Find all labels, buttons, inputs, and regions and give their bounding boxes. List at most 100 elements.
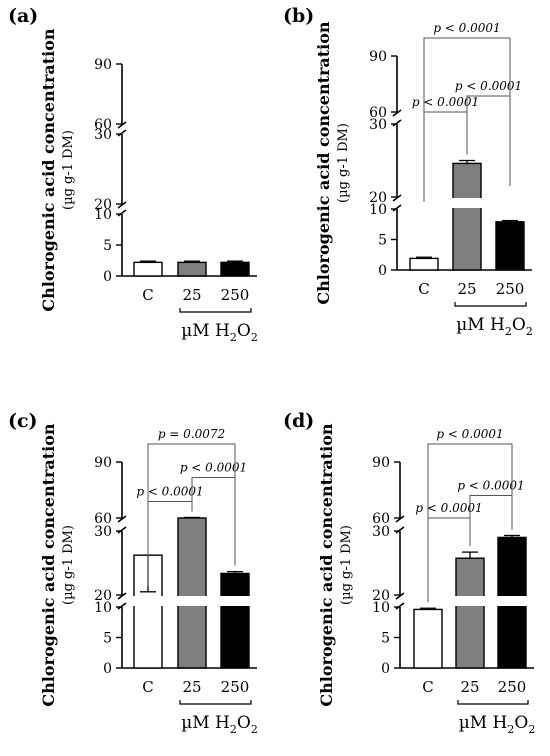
y-tick-label: 90	[94, 455, 112, 471]
y-axis-title: Chlorogenic acid concentration	[317, 423, 336, 706]
axis-break-mark	[392, 204, 402, 212]
bar-250	[220, 572, 250, 669]
y-axis-unit: (µg g-1 DM)	[336, 123, 351, 203]
panel-label: (c)	[8, 410, 38, 432]
y-tick-label: 20	[372, 588, 390, 604]
panel-label: (b)	[283, 5, 314, 27]
y-axis-unit: (µg g-1 DM)	[61, 525, 76, 605]
y-tick-label: 0	[103, 661, 112, 677]
bar-25	[177, 517, 207, 669]
y-tick-label: 90	[94, 57, 112, 73]
y-axis-title: Chlorogenic acid concentration	[314, 21, 333, 304]
panel-d: (d)Chlorogenic acid concentration (µg g-1…	[283, 410, 535, 736]
significance-bracket	[466, 95, 511, 186]
y-tick-label: 60	[94, 117, 112, 133]
axis-break-mark	[392, 109, 402, 117]
x-tick-label: 250	[221, 286, 250, 304]
p-value-label: p = 0.0072	[158, 427, 225, 441]
y-tick-label: 60	[369, 105, 387, 121]
bar-25	[452, 162, 482, 271]
y-tick-label: 30	[94, 127, 112, 143]
significance-bracket	[427, 443, 513, 534]
y-axis-title: Chlorogenic acid concentration	[39, 423, 58, 706]
treatment-bracket	[457, 700, 529, 705]
y-tick-label: 90	[372, 455, 390, 471]
y-axis-unit: (µg g-1 DM)	[339, 525, 354, 605]
panel-label: (a)	[8, 5, 38, 27]
bar-25	[455, 557, 485, 669]
x-tick-label: 250	[498, 678, 527, 696]
axis-break-mark	[117, 121, 127, 129]
axis-break-mark	[392, 119, 402, 127]
bar-break-gap	[455, 596, 485, 606]
bar-C	[409, 257, 439, 271]
p-value-label: p < 0.0001	[412, 95, 479, 109]
axis-break-mark	[117, 602, 127, 610]
significance-bracket	[423, 37, 511, 128]
significance-bracket	[147, 443, 236, 534]
y-tick-label: 30	[372, 524, 390, 540]
p-value-label: p < 0.0001	[433, 21, 500, 35]
y-tick-label: 20	[94, 197, 112, 213]
bar-break-gap	[452, 198, 482, 208]
p-value-label: p < 0.0001	[415, 501, 482, 515]
y-tick-label: 10	[372, 600, 390, 616]
x-tick-label: C	[418, 280, 429, 298]
x-tick-label: 25	[457, 280, 476, 298]
bar-break-gap	[497, 596, 527, 606]
bar-25	[177, 261, 207, 277]
y-tick-label: 90	[369, 49, 387, 65]
y-tick-label: 20	[94, 588, 112, 604]
p-value-label: p < 0.0001	[436, 427, 503, 441]
axis-break-mark	[117, 515, 127, 523]
y-axis-unit: (µg g-1 DM)	[61, 130, 76, 210]
x-tick-label: 25	[182, 678, 201, 696]
y-tick-label: 0	[381, 661, 390, 677]
x-axis-unit: µM H2O2	[181, 321, 258, 344]
y-tick-label: 5	[103, 238, 112, 254]
axis-break-mark	[117, 526, 127, 534]
bar-break-gap	[177, 596, 207, 606]
bar-C	[413, 608, 443, 669]
y-tick-label: 5	[378, 233, 387, 249]
y-tick-label: 20	[369, 190, 387, 206]
y-tick-label: 0	[378, 263, 387, 279]
panel-b: (b)Chlorogenic acid concentration (µg g-1…	[283, 5, 533, 338]
x-axis-unit: µM H2O2	[181, 713, 258, 736]
bar-break-gap	[220, 596, 250, 606]
y-tick-label: 30	[94, 524, 112, 540]
treatment-bracket	[454, 302, 527, 307]
axis-break-mark	[395, 592, 405, 600]
y-tick-label: 30	[369, 117, 387, 133]
x-tick-label: 25	[182, 286, 201, 304]
p-value-label: p < 0.0001	[455, 79, 522, 93]
x-tick-label: C	[142, 286, 153, 304]
axis-break-mark	[395, 515, 405, 523]
x-tick-label: C	[142, 678, 153, 696]
p-value-label: p < 0.0001	[136, 484, 203, 498]
bar-250	[220, 261, 250, 277]
x-axis-unit: µM H2O2	[456, 315, 533, 338]
y-tick-label: 60	[372, 511, 390, 527]
bar-C	[133, 261, 163, 277]
y-tick-label: 10	[369, 202, 387, 218]
x-tick-label: 250	[496, 280, 525, 298]
x-tick-label: 25	[460, 678, 479, 696]
p-value-label: p < 0.0001	[457, 478, 524, 492]
axis-break-mark	[117, 201, 127, 209]
bar-250	[495, 221, 525, 271]
y-tick-label: 10	[94, 600, 112, 616]
panel-label: (d)	[283, 410, 314, 432]
y-tick-label: 5	[103, 631, 112, 647]
axis-break-mark	[117, 209, 127, 217]
x-tick-label: 250	[221, 678, 250, 696]
axis-break-mark	[395, 526, 405, 534]
y-tick-label: 0	[103, 269, 112, 285]
y-tick-label: 5	[381, 631, 390, 647]
axis-break-mark	[392, 194, 402, 202]
treatment-bracket	[179, 700, 252, 705]
y-axis-title: Chlorogenic acid concentration	[39, 28, 58, 311]
bar-break-gap	[133, 596, 163, 606]
x-tick-label: C	[422, 678, 433, 696]
